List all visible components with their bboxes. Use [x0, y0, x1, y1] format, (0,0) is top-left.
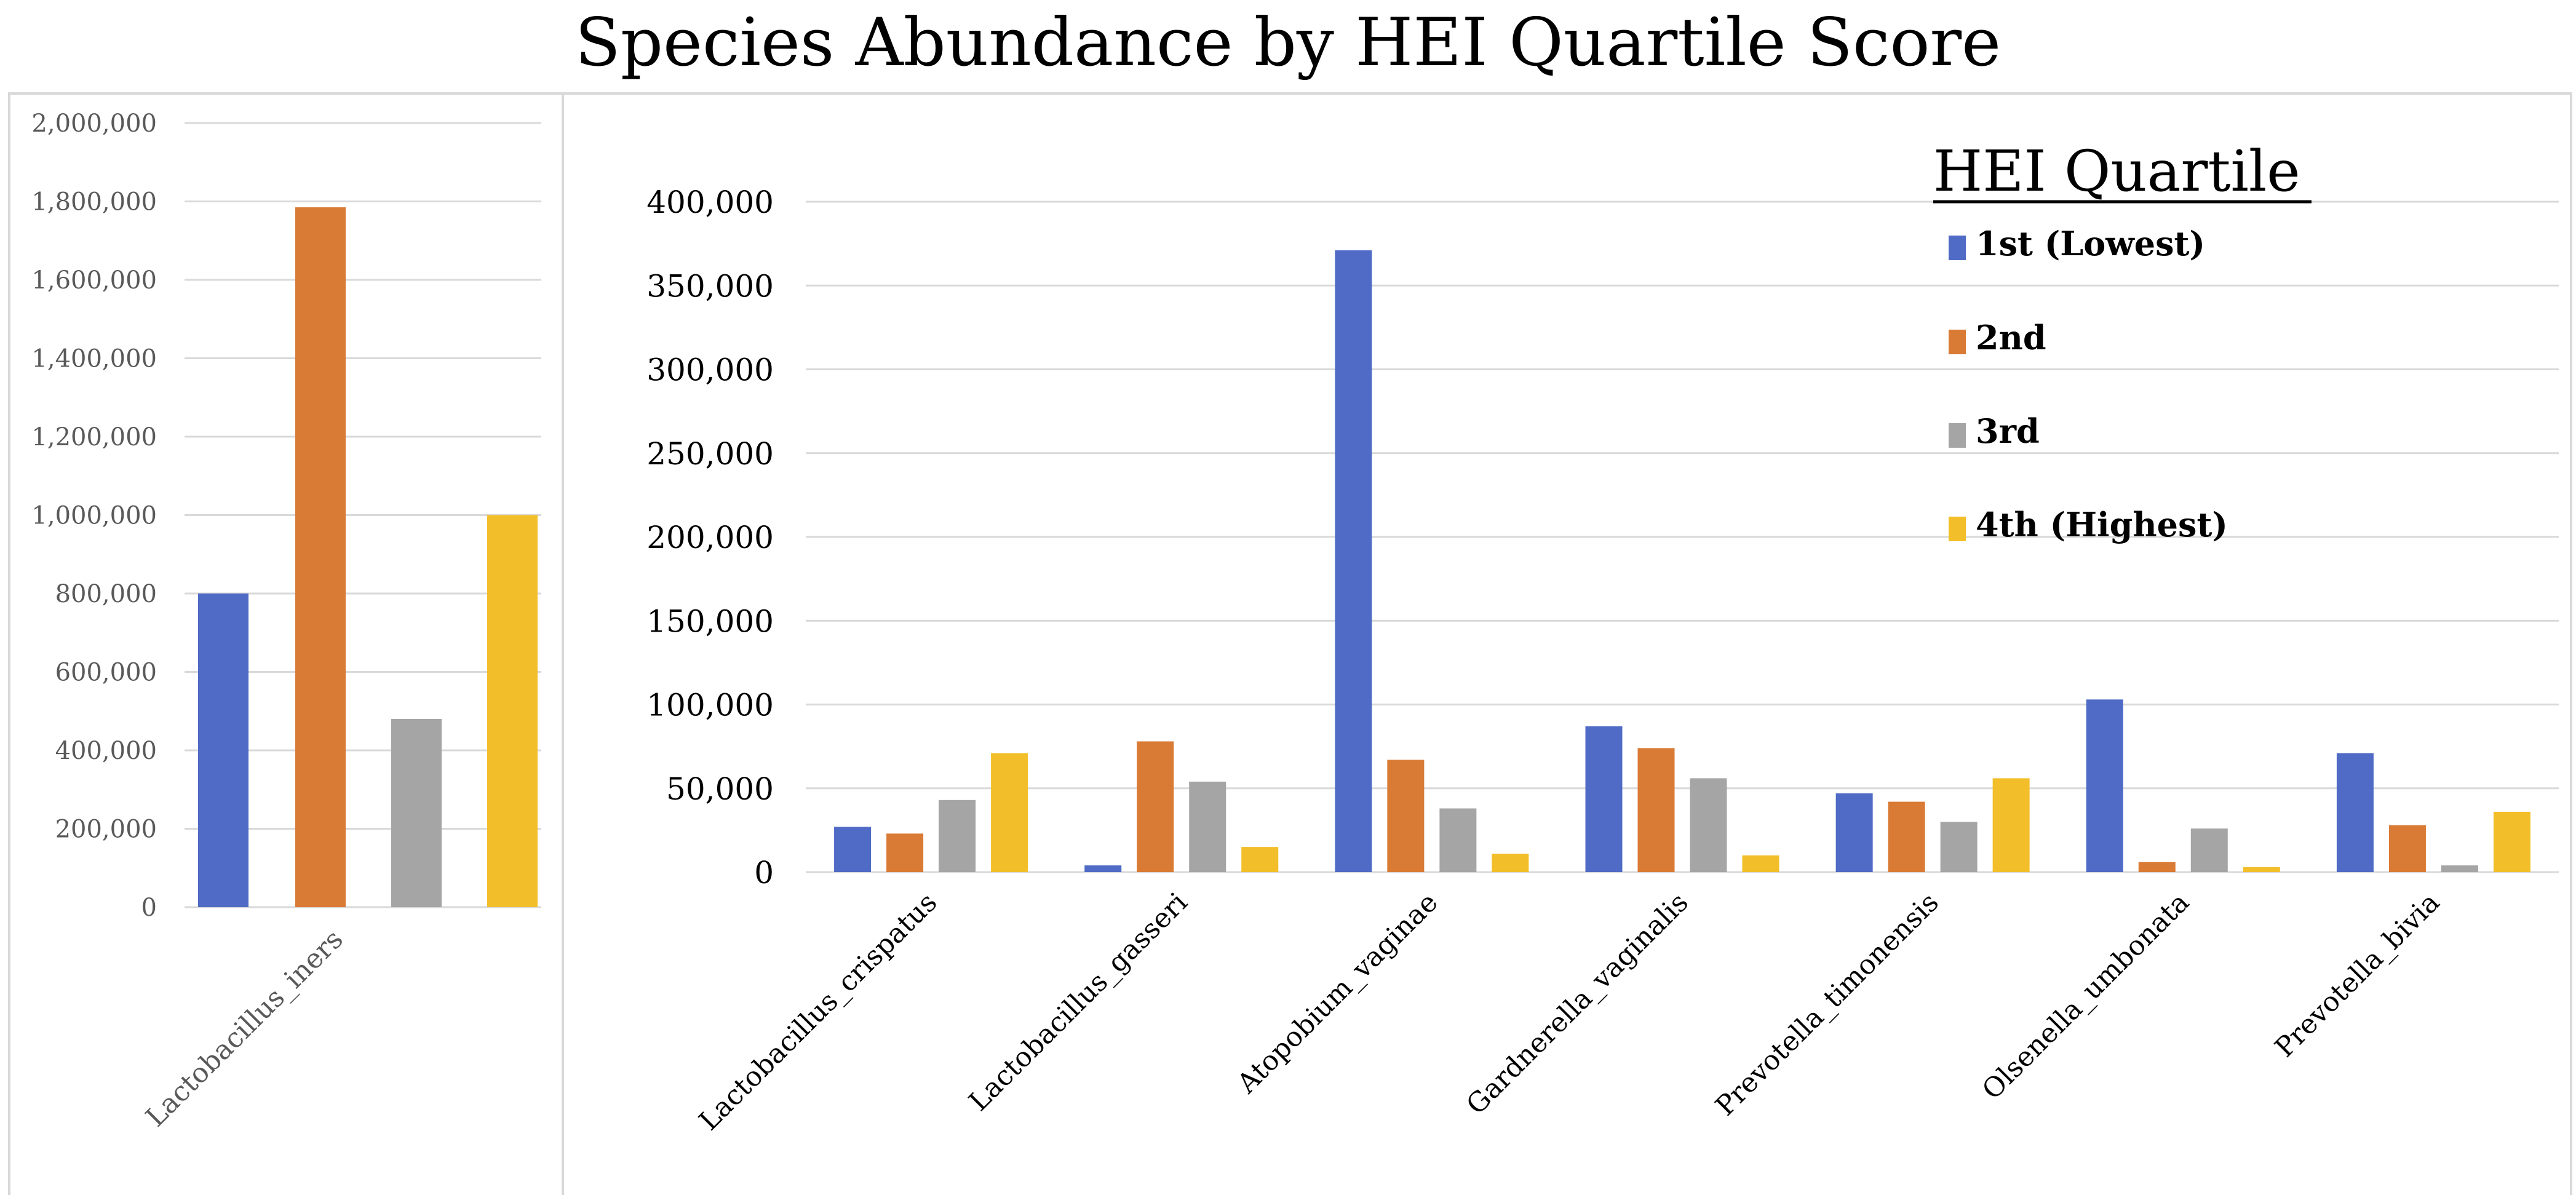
bar-gardnerella-vaginalis-4: [1742, 855, 1779, 872]
right-y-tick-label: 100,000: [646, 688, 774, 723]
left-y-tick-label: 1,800,000: [31, 188, 157, 216]
right-gridlines: [806, 200, 2559, 873]
bar-atopobium-vaginae-4: [1492, 854, 1529, 872]
left-y-tick-label: 400,000: [55, 737, 157, 765]
bar-atopobium-vaginae-3: [1439, 808, 1477, 872]
legend-label-4: 4th (Highest): [1976, 505, 2228, 544]
bar-prevotella-timonensis-2: [1888, 801, 1925, 872]
bar-lactobacillus-iners-3: [391, 719, 442, 907]
bar-olsenella-umbonata-1: [2086, 699, 2123, 872]
bar-olsenella-umbonata-3: [2190, 828, 2228, 872]
right-y-tick-label: 300,000: [646, 352, 774, 388]
right-panel-frame: [562, 92, 2572, 1195]
bar-prevotella-bivia-3: [2441, 865, 2478, 872]
right-y-tick-labels: 0 50,000 100,000 150,000 200,000 250,000 300,0…: [646, 185, 774, 891]
bar-lactobacillus-gasseri-2: [1137, 741, 1174, 872]
bar-olsenella-umbonata-4: [2243, 867, 2280, 872]
bar-gardnerella-vaginalis-1: [1585, 726, 1623, 872]
left-y-tick-label: 1,400,000: [31, 345, 157, 373]
bar-lactobacillus-crispatus-1: [834, 827, 872, 872]
bar-prevotella-bivia-2: [2388, 825, 2426, 872]
legend-swatch-4: [1949, 517, 1966, 541]
left-y-tick-label: 800,000: [55, 580, 157, 608]
bar-lactobacillus-gasseri-4: [1241, 847, 1279, 872]
legend-title: HEI Quartile: [1933, 138, 2300, 204]
x-label-lactobacillus-iners: Lactobacillus_iners: [140, 924, 349, 1133]
left-y-tick-label: 1,200,000: [31, 423, 157, 451]
legend-label-3: 3rd: [1976, 411, 2040, 451]
x-label-atopobium-vaginae: Atopobium_vaginae: [1231, 887, 1444, 1100]
right-y-tick-label: 0: [754, 855, 774, 891]
left-y-tick-label: 1,000,000: [31, 502, 157, 530]
bar-atopobium-vaginae-1: [1335, 250, 1372, 872]
left-y-tick-label: 600,000: [55, 659, 157, 687]
left-y-tick-label: 0: [141, 894, 157, 922]
right-bars: [834, 250, 2530, 872]
right-x-tick-labels: Lactobacillus_crispatus Lactobacillus_gas…: [693, 887, 2446, 1137]
x-label-prevotella-timonensis: Prevotella_timonensis: [1709, 887, 1945, 1122]
bar-lactobacillus-gasseri-1: [1084, 865, 1122, 872]
bar-prevotella-timonensis-3: [1940, 822, 1978, 872]
right-y-tick-label: 50,000: [666, 771, 774, 807]
bar-lactobacillus-iners-4: [487, 515, 538, 907]
bar-gardnerella-vaginalis-3: [1690, 778, 1727, 872]
bar-lactobacillus-gasseri-3: [1189, 781, 1226, 872]
bar-prevotella-timonensis-1: [1835, 793, 1873, 872]
x-label-prevotella-bivia: Prevotella_bivia: [2269, 887, 2446, 1063]
bar-atopobium-vaginae-2: [1387, 760, 1425, 872]
legend-swatch-2: [1949, 330, 1966, 354]
x-label-gardnerella-vaginalis: Gardnerella_vaginalis: [1460, 887, 1694, 1121]
legend-label-2: 2nd: [1976, 318, 2046, 357]
right-y-tick-label: 350,000: [646, 268, 774, 304]
legend-swatch-1: [1949, 236, 1966, 260]
legend-label-1: 1st (Lowest): [1976, 224, 2205, 263]
left-y-tick-label: 1,600,000: [31, 266, 157, 295]
bar-lactobacillus-crispatus-2: [886, 833, 924, 872]
x-label-lactobacillus-gasseri: Lactobacillus_gasseri: [963, 887, 1194, 1118]
left-y-tick-label: 200,000: [55, 816, 157, 844]
left-bars: [198, 207, 538, 907]
x-label-olsenella-umbonata: Olsenella_umbonata: [1976, 887, 2195, 1106]
bar-prevotella-timonensis-4: [1992, 778, 2030, 872]
left-y-tick-labels: 0 200,000 400,000 600,000 800,000 1,000,000 1,…: [31, 109, 157, 922]
bar-olsenella-umbonata-2: [2138, 862, 2176, 872]
left-y-tick-label: 2,000,000: [31, 109, 157, 138]
left-panel-frame: [8, 92, 564, 1195]
x-label-lactobacillus-crispatus: Lactobacillus_crispatus: [693, 887, 943, 1137]
right-y-tick-label: 150,000: [646, 603, 774, 639]
bar-lactobacillus-iners-2: [295, 207, 346, 907]
bar-prevotella-bivia-4: [2493, 811, 2530, 872]
bar-prevotella-bivia-1: [2336, 753, 2374, 872]
bar-lactobacillus-crispatus-4: [991, 753, 1028, 872]
legend: HEI Quartile 1st (Lowest) 2nd 3rd 4th (Highe…: [1933, 138, 2312, 544]
legend-swatch-3: [1949, 423, 1966, 448]
bar-lactobacillus-iners-1: [198, 594, 248, 907]
bar-lactobacillus-crispatus-3: [939, 800, 976, 872]
right-y-tick-label: 200,000: [646, 520, 774, 555]
chart-title: Species Abundance by HEI Quartile Score: [574, 4, 2002, 81]
bar-gardnerella-vaginalis-2: [1637, 748, 1675, 872]
right-y-tick-label: 400,000: [646, 185, 774, 220]
left-x-tick-labels: Lactobacillus_iners: [140, 924, 349, 1133]
right-y-tick-label: 250,000: [646, 436, 774, 472]
